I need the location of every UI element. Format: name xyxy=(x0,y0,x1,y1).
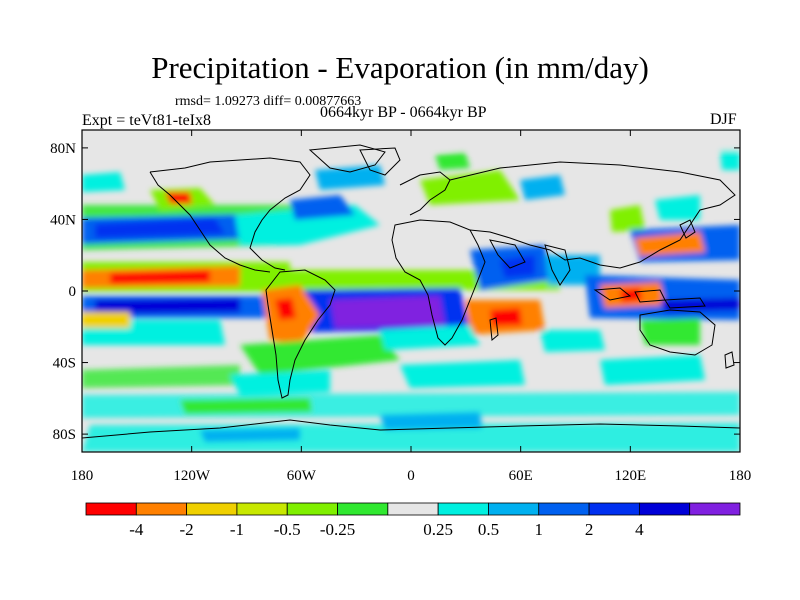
colorbar-swatch xyxy=(538,502,590,516)
colorbar-label: 1 xyxy=(535,520,544,539)
colorbar-swatch xyxy=(236,502,288,516)
coastlines xyxy=(82,144,740,439)
period-text: 0664kyr BP - 0664kyr BP xyxy=(320,104,487,121)
colorbar-swatch xyxy=(387,502,439,516)
plot-title: Precipitation - Evaporation (in mm/day) xyxy=(151,50,649,85)
colorbar-swatch xyxy=(689,502,741,516)
x-tick-label: 180 xyxy=(729,468,752,484)
colorbar-label: 0.25 xyxy=(423,520,453,539)
colorbar-swatch xyxy=(85,502,137,516)
y-tick-label: 0 xyxy=(69,284,77,300)
colorbar-swatch xyxy=(186,502,238,516)
colorbar-label: -0.25 xyxy=(320,520,355,539)
colorbar-label: -4 xyxy=(129,520,144,539)
colorbar-swatch xyxy=(286,502,338,516)
colorbar-swatch xyxy=(337,502,389,516)
x-tick-label: 60E xyxy=(509,468,533,484)
season-label: DJF xyxy=(710,111,737,128)
colorbar-swatch xyxy=(437,502,489,516)
pe-field xyxy=(82,130,740,452)
colorbar-label: 2 xyxy=(585,520,594,539)
y-tick-label: 40S xyxy=(53,356,76,372)
y-tick-label: 40N xyxy=(50,212,76,228)
colorbar-label: -0.5 xyxy=(274,520,301,539)
stats-text: rmsd= 1.09273 diff= 0.00877663 xyxy=(175,94,362,109)
colorbar-label: -1 xyxy=(230,520,244,539)
x-tick-label: 180 xyxy=(71,468,94,484)
colorbar-swatch xyxy=(135,502,188,516)
colorbar-label: 0.5 xyxy=(478,520,499,539)
colorbar-label: -2 xyxy=(180,520,194,539)
experiment-label: Expt = teVt81-teIx8 xyxy=(82,112,211,129)
y-axis: 80N 40N 0 40S 80S xyxy=(50,141,740,443)
y-tick-label: 80N xyxy=(50,141,76,157)
x-axis: 180 120W 60W 0 60E 120E 180 xyxy=(71,130,752,484)
x-tick-label: 60W xyxy=(287,468,317,484)
x-tick-label: 0 xyxy=(407,468,415,484)
colorbar: -4 -2 -1 -0.5 -0.25 0.25 0.5 1 2 4 xyxy=(85,502,741,539)
colorbar-swatch xyxy=(588,502,640,516)
colorbar-swatch xyxy=(638,502,691,516)
y-tick-label: 80S xyxy=(53,427,76,443)
x-tick-label: 120W xyxy=(173,468,211,484)
colorbar-label: 4 xyxy=(635,520,644,539)
x-tick-label: 120E xyxy=(614,468,646,484)
colorbar-swatch xyxy=(488,502,540,516)
